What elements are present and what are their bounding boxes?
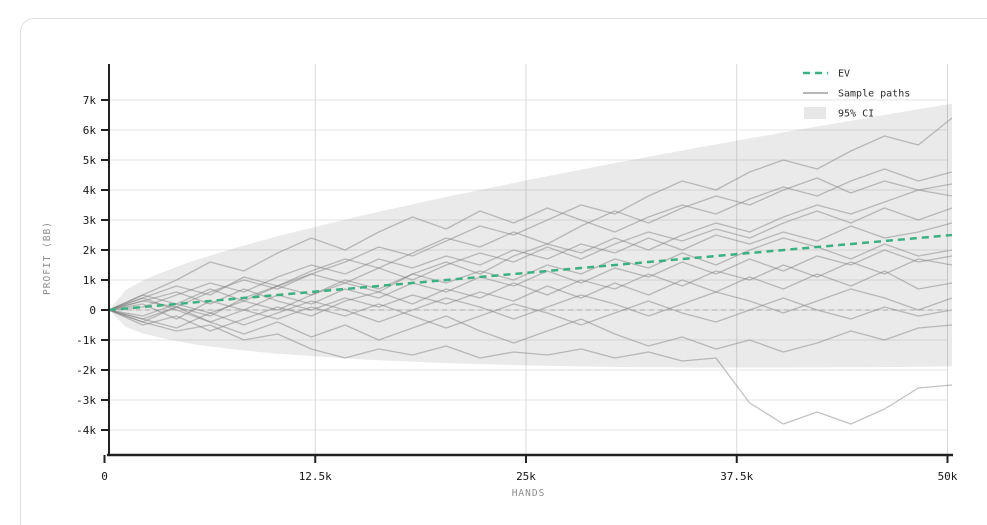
legend-label: Sample paths (838, 89, 910, 100)
y-axis-ticks: -4k -3k -2k -1k 0 1k 2k 3k 4k 5k 6k 7k (76, 94, 109, 437)
sample-path-line (108, 306, 953, 353)
legend-item-95-ci[interactable]: 95% CI (804, 107, 874, 120)
ci-band-area (109, 103, 952, 368)
x-axis-ticks: 0 12.5k 25k 37.5k 50k (101, 455, 958, 483)
vertical-gridlines (314, 64, 948, 455)
x-tick-label: 25k (516, 470, 536, 483)
x-tick-label: 50k (938, 470, 958, 483)
sample-path-line (108, 297, 953, 329)
y-tick-label: -2k (76, 364, 96, 377)
x-tick-label: 0 (101, 470, 108, 483)
y-tick-label: 5k (83, 154, 97, 167)
sample-path-line (108, 288, 953, 326)
sample-path-line (108, 207, 953, 311)
sample-path-line (108, 270, 953, 311)
sample-paths (108, 117, 953, 425)
y-tick-label: 3k (83, 214, 97, 227)
legend-item-ev[interactable]: EV (803, 69, 850, 80)
legend-item-sample-paths[interactable]: Sample paths (803, 89, 910, 100)
chart-legend: EV Sample paths 95% CI (803, 69, 910, 120)
y-tick-label: 2k (83, 244, 97, 257)
y-axis-title: PROFIT (BB) (42, 221, 53, 295)
y-tick-label: 4k (83, 184, 97, 197)
x-axis-title: HANDS (512, 488, 546, 499)
legend-label: 95% CI (838, 109, 874, 120)
sample-path-line (108, 249, 953, 320)
x-tick-label: 12.5k (299, 470, 332, 483)
y-tick-label: 1k (83, 274, 97, 287)
chart-card (20, 18, 987, 525)
sample-path-line (108, 117, 953, 311)
sample-path-line (108, 168, 953, 311)
y-tick-label: 0 (89, 304, 96, 317)
y-tick-label: 6k (83, 124, 97, 137)
sample-path-line (108, 177, 953, 311)
y-tick-label: -3k (76, 394, 96, 407)
sample-path-line (108, 309, 953, 425)
x-tick-label: 37.5k (720, 470, 753, 483)
ci-legend-swatch (804, 107, 826, 119)
ev-line (108, 233, 953, 312)
y-tick-label: -1k (76, 334, 96, 347)
sample-path-line (108, 258, 953, 332)
sample-path-line (108, 189, 953, 329)
legend-label: EV (838, 69, 850, 80)
y-tick-label: -4k (76, 424, 96, 437)
horizontal-gridlines (109, 99, 948, 431)
y-tick-label: 7k (83, 94, 97, 107)
sample-path-line (108, 222, 953, 311)
